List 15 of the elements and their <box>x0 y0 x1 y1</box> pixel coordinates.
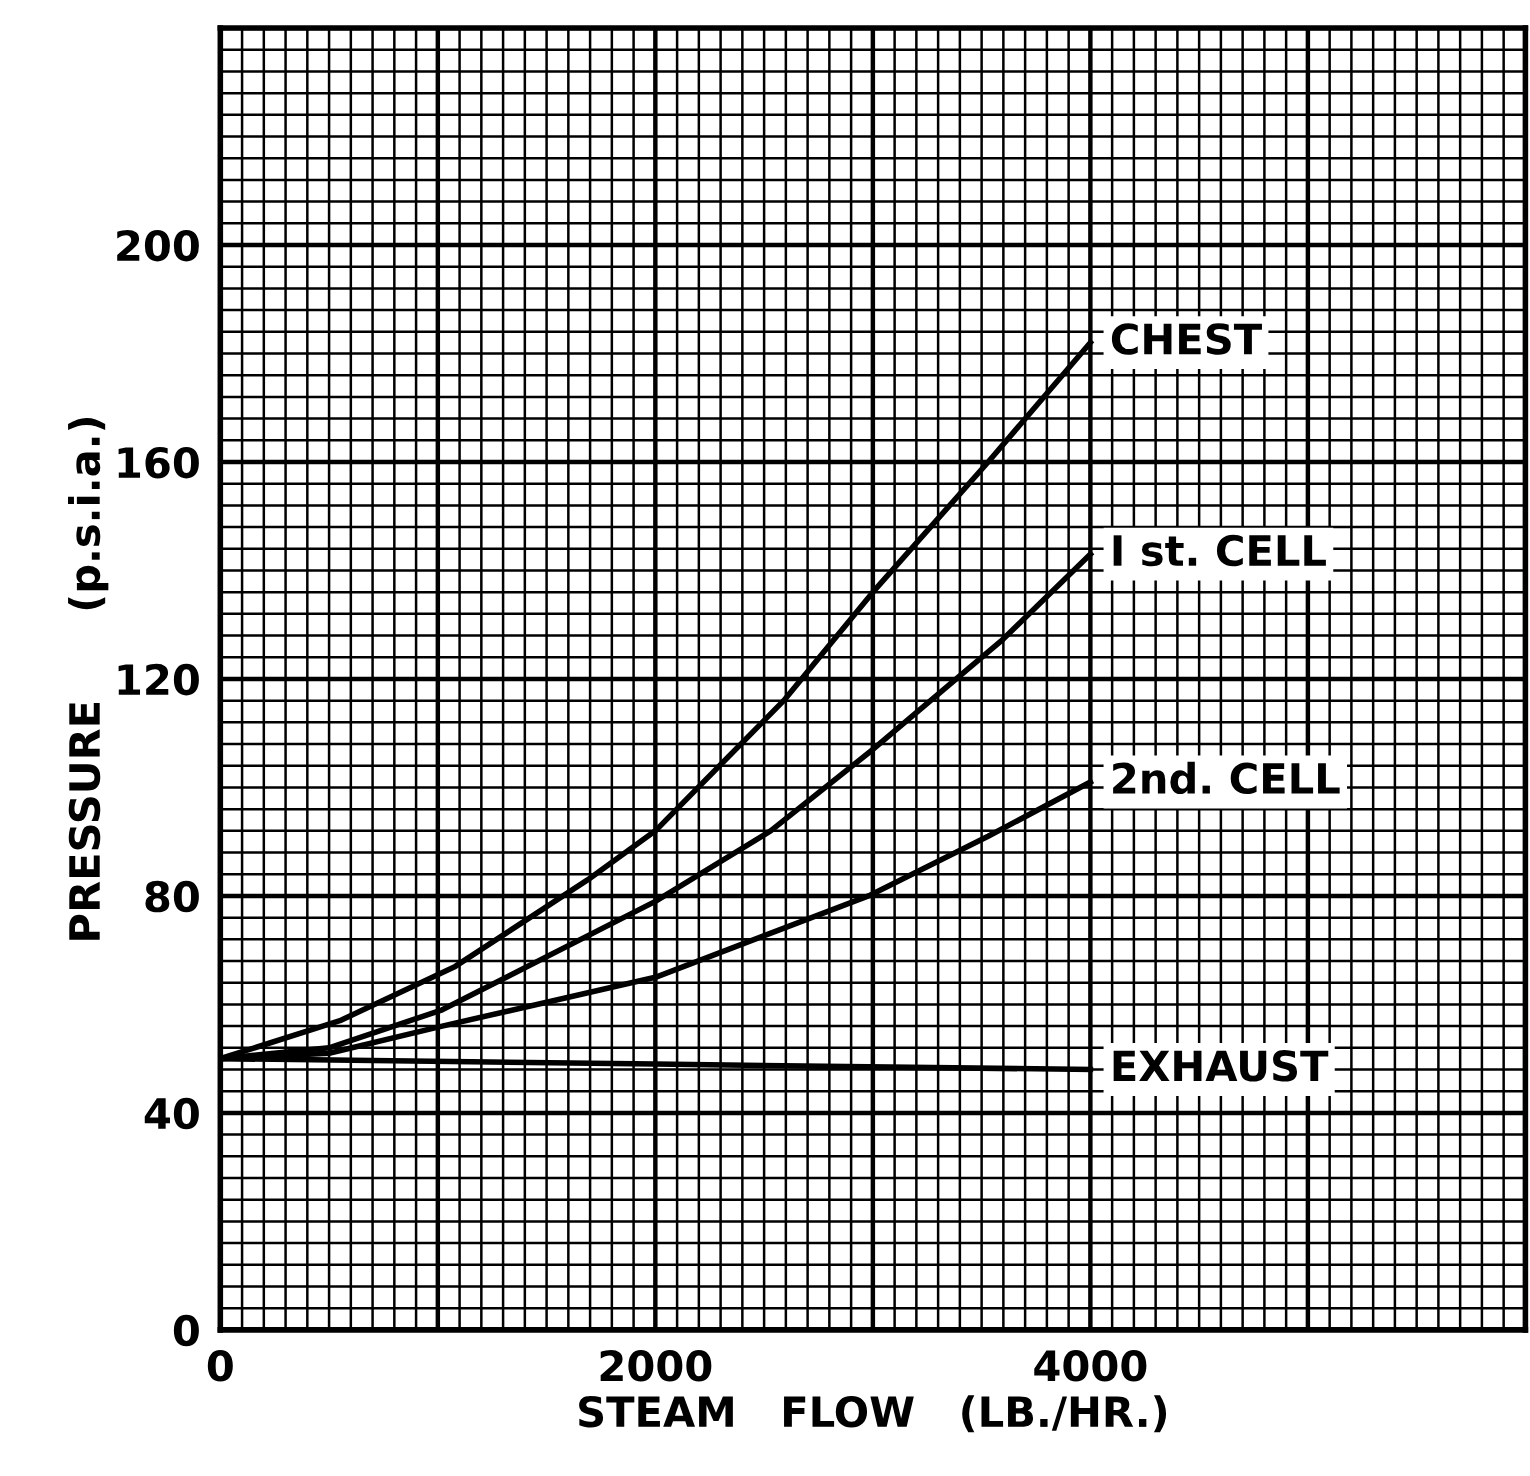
x-tick-label: 4000 <box>1034 1350 1147 1382</box>
y-tick-label: 120 <box>118 663 199 696</box>
series-label: I st. CELL <box>1113 534 1326 567</box>
x-tick-label: 0 <box>207 1350 233 1382</box>
y-tick-label: 80 <box>145 880 199 913</box>
series-label: CHEST <box>1111 323 1262 355</box>
y-tick-label: 0 <box>173 1314 199 1347</box>
y-tick-label: 200 <box>117 229 199 262</box>
y-axis-title: PRESSURE (p.s.i.a.) <box>68 418 109 940</box>
y-tick-label: 40 <box>144 1097 199 1130</box>
x-axis-title: STEAM FLOW (LB./HR.) <box>579 1395 1167 1433</box>
series-label: EXHAUST <box>1113 1050 1329 1082</box>
y-tick-label: 160 <box>118 446 199 479</box>
x-tick-label: 2000 <box>600 1350 712 1382</box>
series-label: 2nd. CELL <box>1113 761 1340 795</box>
